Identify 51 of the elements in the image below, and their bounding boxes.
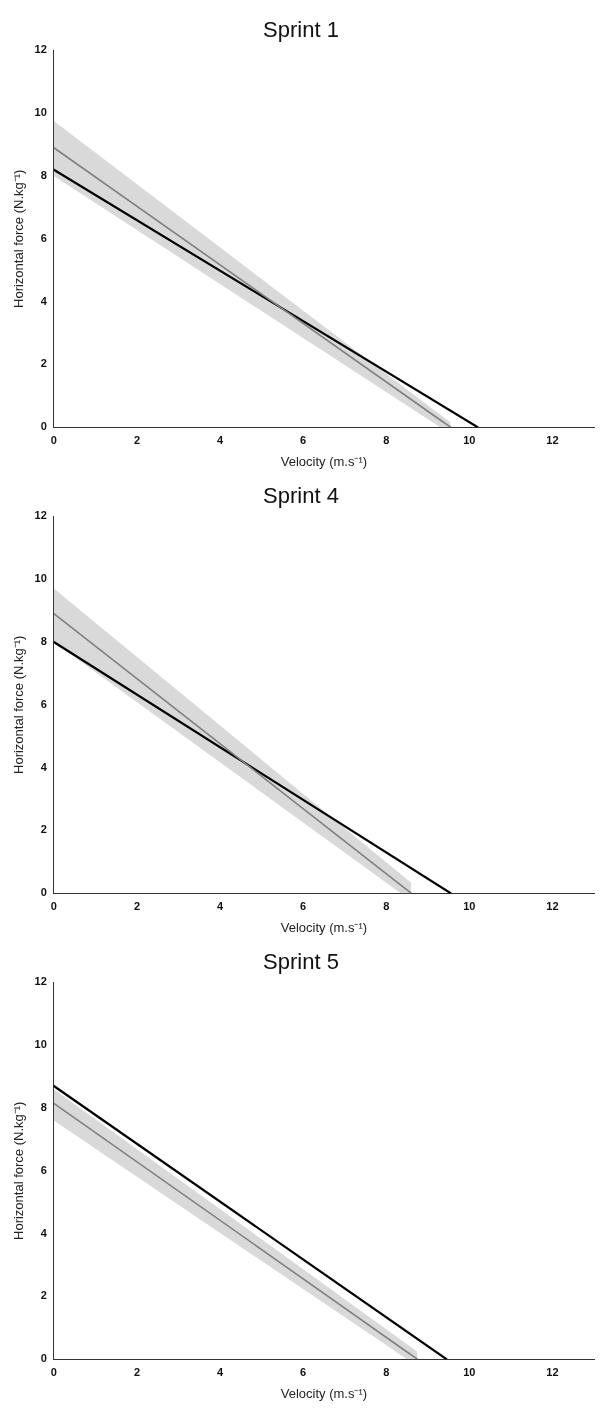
- x-tick-label: 12: [546, 1365, 559, 1378]
- x-tick-label: 4: [216, 1365, 224, 1378]
- x-tick-label: 12: [546, 433, 559, 446]
- x-tick-label: 4: [216, 433, 224, 446]
- x-tick-label: 8: [383, 899, 390, 912]
- y-tick-label: 12: [34, 975, 47, 988]
- y-tick-label: 4: [40, 1226, 48, 1239]
- chart-title: Sprint 4: [263, 483, 339, 509]
- y-axis-title: Horizontal force (N.kg⁻¹): [11, 169, 27, 308]
- x-tick-label: 10: [463, 899, 476, 912]
- x-tick-label: 2: [133, 1365, 140, 1378]
- y-axis-title: Horizontal force (N.kg⁻¹): [11, 635, 27, 774]
- x-axis-title: Velocity (m.s⁻¹): [280, 919, 368, 935]
- x-tick-label: 12: [546, 899, 559, 912]
- x-tick-label: 0: [50, 433, 57, 446]
- y-tick-label: 8: [40, 635, 47, 648]
- x-tick-label: 4: [216, 899, 224, 912]
- y-tick-label: 10: [34, 1038, 47, 1051]
- x-tick-label: 10: [463, 433, 476, 446]
- y-tick-label: 0: [40, 1352, 47, 1365]
- y-tick-label: 6: [40, 697, 47, 710]
- y-tick-label: 12: [34, 43, 47, 56]
- y-tick-label: 0: [40, 420, 47, 433]
- x-axis-title: Velocity (m.s⁻¹): [280, 453, 368, 469]
- y-tick-label: 6: [40, 231, 47, 244]
- x-tick-label: 6: [300, 433, 307, 446]
- x-tick-label: 2: [133, 433, 140, 446]
- y-tick-label: 2: [40, 1289, 47, 1302]
- x-axis-title: Velocity (m.s⁻¹): [280, 1385, 368, 1401]
- x-tick-label: 6: [300, 899, 307, 912]
- x-tick-label: 8: [383, 1365, 390, 1378]
- x-tick-label: 8: [383, 433, 390, 446]
- y-tick-label: 2: [40, 357, 47, 370]
- chart-title: Sprint 5: [263, 949, 339, 975]
- y-tick-label: 4: [40, 760, 48, 773]
- y-tick-label: 12: [34, 509, 47, 522]
- x-tick-label: 0: [50, 899, 57, 912]
- x-tick-label: 2: [133, 899, 140, 912]
- y-tick-label: 0: [40, 886, 47, 899]
- y-tick-label: 10: [34, 106, 47, 119]
- y-axis-title: Horizontal force (N.kg⁻¹): [11, 1101, 27, 1240]
- chart-title: Sprint 1: [263, 17, 339, 43]
- y-tick-label: 2: [40, 823, 47, 836]
- x-tick-label: 6: [300, 1365, 307, 1378]
- y-tick-label: 8: [40, 1101, 47, 1114]
- y-tick-label: 8: [40, 169, 47, 182]
- y-tick-label: 6: [40, 1163, 47, 1176]
- y-tick-label: 4: [40, 294, 48, 307]
- x-tick-label: 0: [50, 1365, 57, 1378]
- y-tick-label: 10: [34, 572, 47, 585]
- x-tick-label: 10: [463, 1365, 476, 1378]
